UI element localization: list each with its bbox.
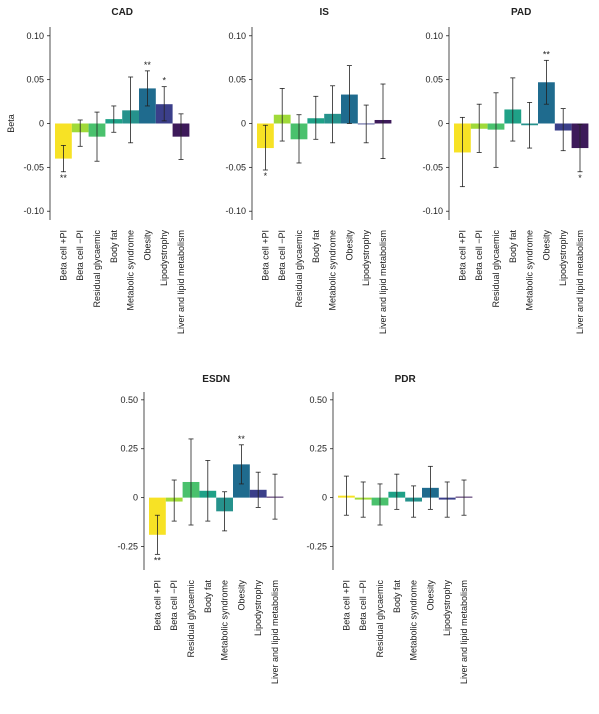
x-tick-label: Beta cell −PI	[277, 230, 287, 281]
panel-title: CAD	[111, 7, 133, 18]
x-tick-label: Beta cell +PI	[260, 230, 270, 281]
x-tick-label: Metabolic syndrome	[409, 580, 419, 661]
x-tick-label: Liver and lipid metabolism	[459, 580, 469, 684]
panel-title: ESDN	[202, 374, 230, 385]
y-tick-label: -0.05	[225, 162, 246, 172]
x-tick-label: Obesity	[344, 230, 354, 261]
x-tick-label: Lipodystrophy	[442, 580, 452, 637]
y-tick-label: -0.05	[23, 162, 44, 172]
significance: **	[144, 60, 152, 70]
y-tick-label: 0	[133, 493, 138, 503]
x-tick-label: Body fat	[311, 230, 321, 264]
significance: **	[543, 49, 551, 59]
x-tick-label: Body fat	[203, 580, 213, 614]
x-tick-label: Metabolic syndrome	[525, 230, 535, 311]
x-tick-label: Liver and lipid metabolism	[378, 230, 388, 334]
panel: CAD Beta 0.10 0.05 0 -0.05 -0.10 ** Beta cell +P…	[6, 7, 190, 334]
x-tick-label: Obesity	[541, 230, 551, 261]
y-axis-label: Beta	[6, 114, 16, 133]
significance: *	[578, 173, 582, 183]
y-tick-label: 0.25	[120, 444, 138, 454]
x-tick-label: Residual glycaemic	[294, 230, 304, 308]
x-tick-label: Lipodystrophy	[253, 580, 263, 637]
x-tick-label: Metabolic syndrome	[220, 580, 230, 661]
y-tick-label: 0.25	[309, 444, 327, 454]
y-tick-label: 0.05	[228, 75, 246, 85]
x-tick-label: Liver and lipid metabolism	[575, 230, 585, 334]
significance: *	[264, 171, 268, 181]
x-tick-label: Metabolic syndrome	[328, 230, 338, 311]
y-tick-label: 0.10	[26, 31, 44, 41]
y-tick-label: 0.05	[425, 75, 443, 85]
significance: **	[154, 555, 162, 565]
bar	[55, 123, 72, 159]
y-tick-label: 0	[39, 119, 44, 129]
y-tick-label: 0	[438, 119, 443, 129]
x-tick-label: Beta cell +PI	[58, 230, 68, 281]
x-tick-label: Residual glycaemic	[375, 580, 385, 658]
y-tick-label: -0.10	[23, 206, 44, 216]
x-tick-label: Body fat	[109, 230, 119, 264]
panel-title: PDR	[395, 374, 417, 385]
x-tick-label: Beta cell −PI	[474, 230, 484, 281]
x-tick-label: Beta cell −PI	[169, 580, 179, 631]
y-tick-label: 0	[241, 119, 246, 129]
panel: PAD 0.10 0.05 0 -0.05 -0.10 Beta cell +PI Beta …	[422, 7, 589, 334]
x-tick-label: Body fat	[392, 580, 402, 614]
panel: IS 0.10 0.05 0 -0.05 -0.10 * Beta cell +PI Beta …	[225, 7, 392, 334]
x-tick-label: Beta cell −PI	[75, 230, 85, 281]
x-tick-label: Liver and lipid metabolism	[176, 230, 186, 334]
x-tick-label: Beta cell +PI	[341, 580, 351, 631]
x-tick-label: Lipodystrophy	[558, 230, 568, 287]
x-tick-label: Obesity	[236, 580, 246, 611]
x-tick-label: Residual glycaemic	[186, 580, 196, 658]
x-tick-label: Residual glycaemic	[491, 230, 501, 308]
x-tick-label: Beta cell +PI	[457, 230, 467, 281]
y-tick-label: 0.10	[228, 31, 246, 41]
x-tick-label: Obesity	[425, 580, 435, 611]
panel-title: IS	[319, 7, 329, 18]
y-tick-label: 0.05	[26, 75, 44, 85]
significance: **	[60, 173, 68, 183]
x-tick-label: Body fat	[508, 230, 518, 264]
x-tick-label: Residual glycaemic	[92, 230, 102, 308]
y-tick-label: -0.25	[306, 542, 327, 552]
x-tick-label: Lipodystrophy	[159, 230, 169, 287]
y-tick-label: -0.05	[422, 162, 443, 172]
x-tick-label: Beta cell −PI	[358, 580, 368, 631]
y-tick-label: -0.25	[117, 542, 138, 552]
panel-title: PAD	[511, 7, 531, 18]
y-tick-label: 0.10	[425, 31, 443, 41]
y-tick-label: -0.10	[225, 206, 246, 216]
x-tick-label: Lipodystrophy	[361, 230, 371, 287]
x-tick-label: Metabolic syndrome	[126, 230, 136, 311]
y-tick-label: 0.50	[120, 395, 138, 405]
x-tick-label: Obesity	[142, 230, 152, 261]
panel: ESDN 0.50 0.25 0 -0.25 ** Beta cell +PI Beta ce…	[117, 374, 284, 684]
significance: *	[162, 76, 166, 86]
y-tick-label: 0	[322, 493, 327, 503]
panel: PDR 0.50 0.25 0 -0.25 Beta cell +PI Beta cell …	[306, 374, 473, 684]
y-tick-label: -0.10	[422, 206, 443, 216]
x-tick-label: Liver and lipid metabolism	[270, 580, 280, 684]
y-tick-label: 0.50	[309, 395, 327, 405]
significance: **	[238, 434, 246, 444]
x-tick-label: Beta cell +PI	[152, 580, 162, 631]
